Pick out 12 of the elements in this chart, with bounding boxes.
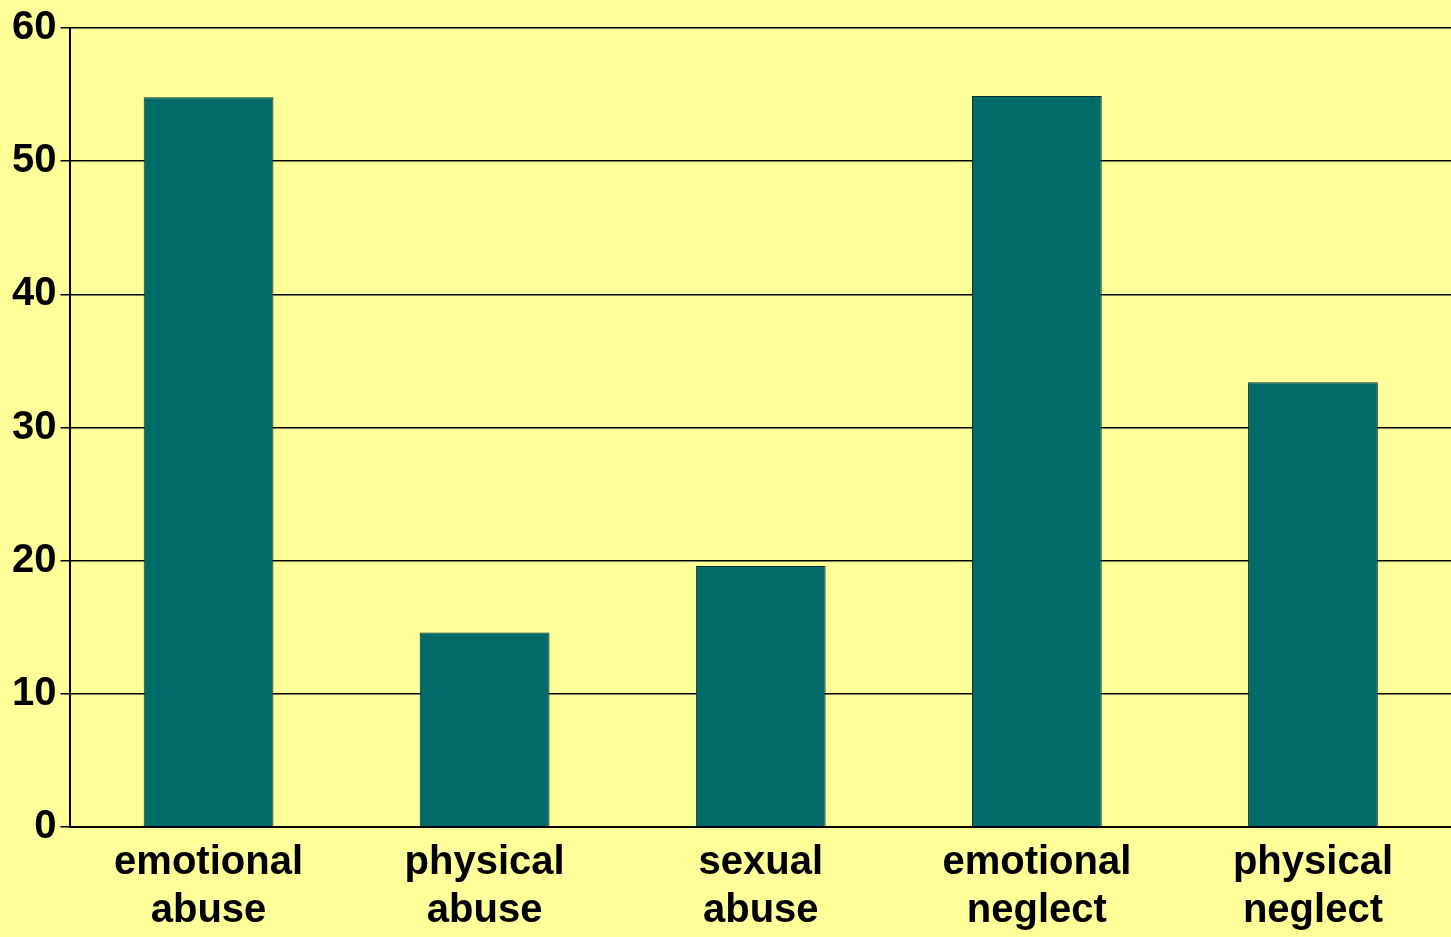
x-tick-label: physical neglect bbox=[1232, 838, 1393, 931]
y-tick-label: 50 bbox=[11, 136, 57, 181]
x-tick-label: emotional abuse bbox=[114, 838, 303, 931]
x-tick-label: physical abuse bbox=[404, 838, 565, 931]
y-tick-label: 0 bbox=[34, 802, 57, 847]
y-tick-label: 60 bbox=[11, 3, 57, 48]
x-tick-label: emotional neglect bbox=[942, 838, 1132, 931]
y-tick-label: 20 bbox=[11, 535, 57, 580]
y-tick-label: 40 bbox=[11, 269, 57, 314]
y-tick-label: 30 bbox=[11, 402, 57, 447]
y-tick-label: 10 bbox=[11, 668, 57, 713]
x-tick-label: sexual abuse bbox=[698, 838, 824, 931]
